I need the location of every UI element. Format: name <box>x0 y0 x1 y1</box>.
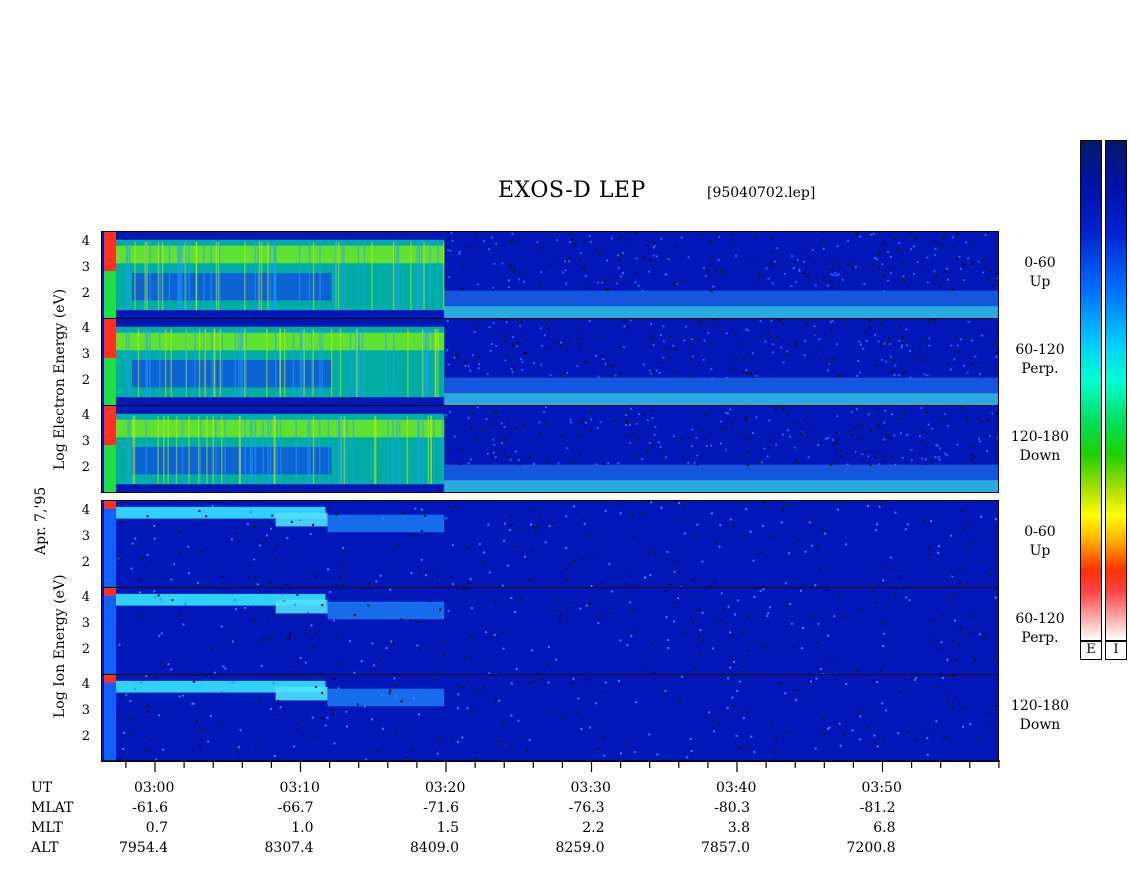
file-label: [95040702.lep] <box>707 185 816 201</box>
y-tick-label: 4 <box>81 234 90 249</box>
orbit-value: -61.6 <box>132 800 168 816</box>
y-tick-label: 4 <box>81 503 90 518</box>
y-tick-label: 2 <box>81 729 90 744</box>
spectrogram-electron-up <box>101 231 999 319</box>
spectrogram-image <box>102 501 998 587</box>
electron-ylabel: Log Electron Energy (eV) <box>52 288 68 470</box>
colorbar-electron <box>1080 140 1102 641</box>
x-tick-label: 03:30 <box>570 780 611 796</box>
y-tick-label: 2 <box>81 373 90 388</box>
spectrogram-image <box>102 588 998 674</box>
y-tick-label: 4 <box>81 677 90 692</box>
x-tick-label: 03:20 <box>425 780 466 796</box>
orbit-value: 7200.8 <box>846 840 896 856</box>
spectrogram-ion-down <box>101 674 999 762</box>
x-tick-label: 03:40 <box>716 780 757 796</box>
orbit-value: 8409.0 <box>410 840 459 856</box>
panel-pitch-label: 60-120 Perp. <box>1015 611 1065 646</box>
x-tick-label: 03:10 <box>279 780 320 796</box>
chart-title: EXOS-D LEP <box>498 178 646 203</box>
orbit-value: -81.2 <box>859 800 896 816</box>
spectrogram-image <box>102 319 998 405</box>
colorbar-ion <box>1105 140 1127 641</box>
colorbar-ion-label: I <box>1105 641 1127 660</box>
y-tick-label: 3 <box>81 616 90 631</box>
panel-pitch-label: 0-60 Up <box>1024 524 1056 559</box>
date-label: Apr. 7,'95 <box>33 486 49 555</box>
panel-pitch-label: 60-120 Perp. <box>1015 342 1065 377</box>
y-tick-label: 4 <box>81 590 90 605</box>
orbit-value: -66.7 <box>277 800 314 816</box>
ion-ylabel: Log Ion Energy (eV) <box>52 574 68 718</box>
orbit-value: -76.3 <box>568 800 605 816</box>
y-tick-label: 3 <box>81 529 90 544</box>
y-tick-label: 2 <box>81 642 90 657</box>
orbit-row-name: MLT <box>31 820 63 836</box>
panel-pitch-label: 120-180 Down <box>1010 698 1070 733</box>
orbit-value: 3.8 <box>727 820 750 836</box>
y-tick-label: 3 <box>81 703 90 718</box>
orbit-row-name: UT <box>31 780 53 796</box>
panel-pitch-label: 0-60 Up <box>1024 255 1056 290</box>
spectrogram-electron-down <box>101 405 999 493</box>
spectrogram-image <box>102 406 998 492</box>
orbit-value: -80.3 <box>714 800 750 816</box>
y-tick-label: 4 <box>81 321 90 336</box>
y-tick-label: 2 <box>81 286 90 301</box>
spectrogram-image <box>102 675 998 761</box>
colorbar-electron-label: E <box>1080 641 1102 660</box>
y-tick-label: 3 <box>81 347 90 362</box>
orbit-value: 8259.0 <box>555 840 605 856</box>
orbit-value: 0.7 <box>145 820 168 836</box>
y-tick-label: 4 <box>81 408 90 423</box>
orbit-value: 6.8 <box>873 820 896 836</box>
orbit-value: 1.0 <box>291 820 314 836</box>
spectrogram-ion-up <box>101 500 999 588</box>
x-tick-label: 03:00 <box>134 780 175 796</box>
orbit-row-name: ALT <box>31 840 59 856</box>
orbit-value: 2.2 <box>582 820 605 836</box>
y-tick-label: 3 <box>81 434 90 449</box>
y-tick-label: 3 <box>81 260 90 275</box>
orbit-value: 1.5 <box>436 820 459 836</box>
orbit-value: 7954.4 <box>119 840 168 856</box>
orbit-value: 8307.4 <box>264 840 314 856</box>
spectrogram-image <box>102 232 998 318</box>
x-tick-label: 03:50 <box>861 780 902 796</box>
y-tick-label: 2 <box>81 555 90 570</box>
x-axis <box>101 760 1000 772</box>
y-tick-label: 2 <box>81 460 90 475</box>
orbit-row-name: MLAT <box>31 800 74 816</box>
spectrogram-ion-perp <box>101 587 999 675</box>
orbit-value: 7857.0 <box>701 840 750 856</box>
orbit-value: -71.6 <box>423 800 459 816</box>
panel-pitch-label: 120-180 Down <box>1010 429 1070 464</box>
spectrogram-electron-perp <box>101 318 999 406</box>
